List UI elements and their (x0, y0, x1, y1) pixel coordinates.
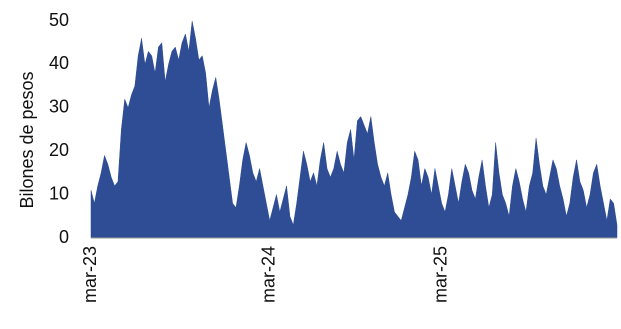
y-tick-label: 10 (49, 183, 69, 203)
x-tick-label: mar-25 (430, 246, 450, 303)
y-tick-label: 20 (49, 140, 69, 160)
x-tick-label: mar-23 (80, 246, 100, 303)
y-tick-label: 30 (49, 97, 69, 117)
y-tick-label: 40 (49, 53, 69, 73)
x-tick-label: mar-24 (258, 246, 278, 303)
y-tick-label: 50 (49, 10, 69, 30)
y-tick-label: 0 (59, 227, 69, 247)
area (90, 20, 618, 239)
y-axis-label: Bilones de pesos (17, 71, 37, 208)
